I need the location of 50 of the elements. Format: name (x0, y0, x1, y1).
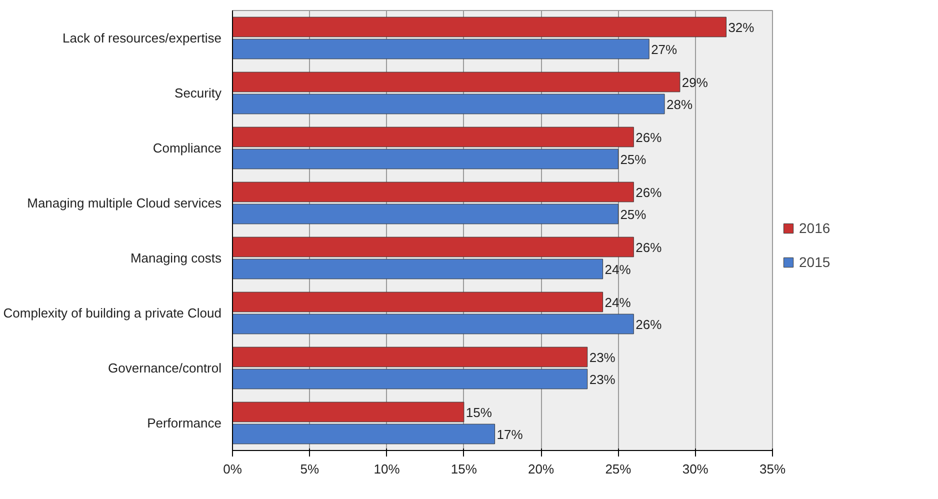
y-tick-label: Managing costs (130, 250, 222, 266)
y-tick-label: Security (174, 86, 222, 100)
bar (232, 38, 650, 60)
y-tick-label: Governance/control (108, 360, 222, 376)
y-tick-label: Lack of resources/expertise (62, 30, 222, 46)
bar (232, 292, 604, 312)
y-tick-label: Performance (147, 416, 222, 430)
data-label: 28% (666, 97, 693, 112)
data-label: 25% (620, 152, 647, 167)
data-label: 25% (620, 207, 647, 222)
bar (232, 346, 588, 368)
data-label: 32% (728, 20, 755, 35)
y-tick-label: Managing multiple Cloud services (27, 196, 222, 210)
legend-label: 2016 (799, 220, 830, 236)
data-label: 29% (682, 75, 708, 90)
bar (232, 236, 634, 258)
x-tick-label: 0% (223, 462, 242, 476)
data-label: 26% (636, 240, 662, 255)
bar (232, 94, 665, 114)
x-tick-label: 5% (300, 462, 320, 476)
data-label: 24% (604, 262, 632, 277)
bar (232, 402, 464, 422)
bar (232, 314, 634, 334)
x-tick-label: 25% (605, 462, 632, 476)
data-label: 26% (636, 185, 662, 200)
data-label: 26% (636, 317, 662, 332)
data-label: 26% (636, 130, 662, 145)
bar (232, 148, 618, 170)
x-tick-label: 35% (759, 462, 786, 476)
bar (232, 424, 496, 444)
data-label: 27% (651, 42, 678, 57)
data-label: 23% (589, 350, 616, 365)
x-tick-label: 15% (450, 462, 478, 476)
bar (232, 204, 618, 224)
bar (232, 258, 604, 280)
bar (232, 126, 634, 148)
data-label: 23% (589, 372, 616, 387)
x-tick-label: 30% (682, 462, 709, 476)
bar (232, 72, 680, 92)
x-tick-label: 20% (528, 462, 555, 476)
data-label: 15% (466, 405, 492, 420)
legend-label: 2015 (799, 254, 830, 270)
bar (232, 182, 634, 202)
y-tick-label: Compliance (152, 140, 222, 156)
data-label: 24% (604, 295, 632, 310)
bar (232, 368, 588, 390)
x-tick-label: 10% (374, 462, 400, 476)
y-tick-label: Complexity of building a private Cloud (3, 306, 222, 320)
data-label: 17% (496, 427, 524, 442)
bar (232, 16, 726, 38)
